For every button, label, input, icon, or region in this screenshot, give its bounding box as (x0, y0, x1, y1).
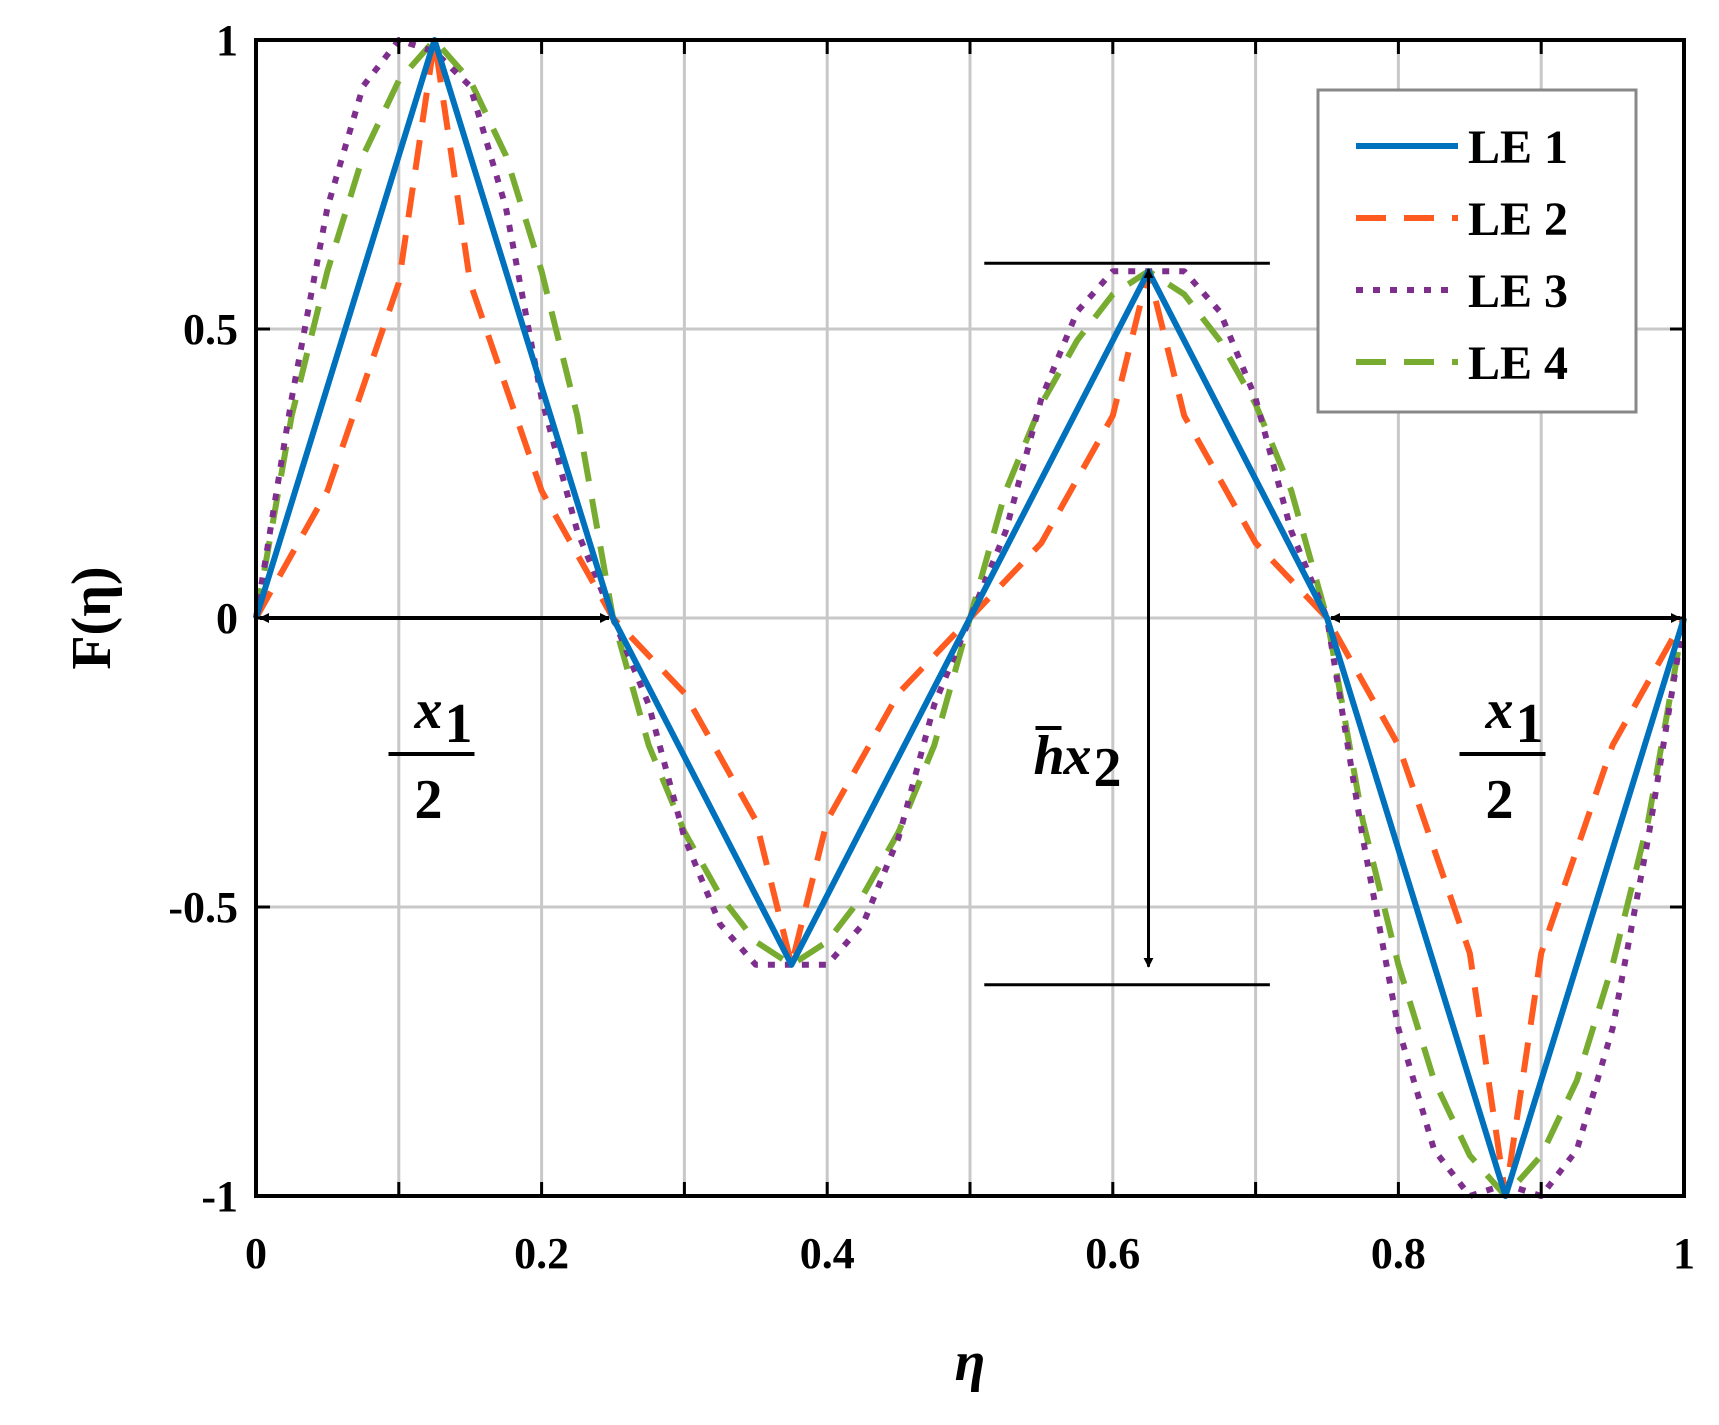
series-line-le-1 (253, 37, 1687, 1199)
tick-labels: 0 0.2 0.4 0.6 0.8 1 1 0.5 0 -0.5 -1 (168, 16, 1695, 1278)
y-tick-label: -1 (201, 1172, 238, 1221)
x-tick-label: 1 (1673, 1229, 1695, 1278)
legend: LE 1 LE 2 LE 3 LE 4 (1316, 88, 1638, 414)
x-tick-label: 0.8 (1371, 1229, 1426, 1278)
x-tick-label: 0.6 (1085, 1229, 1140, 1278)
y-tick-label: -0.5 (168, 883, 238, 932)
x-tick-label: 0.4 (800, 1229, 855, 1278)
legend-label: LE 2 (1468, 193, 1568, 246)
x-tick-label: 0.2 (514, 1229, 569, 1278)
x-tick-label: 0 (245, 1229, 267, 1278)
annotation-subscript: 1 (1516, 693, 1544, 755)
legend-label: LE 1 (1468, 121, 1568, 174)
annotation-numerator: x (414, 679, 443, 741)
annotation-denominator: 2 (415, 769, 443, 831)
y-tick-label: 0 (216, 594, 238, 643)
y-tick-label: 1 (216, 16, 238, 65)
annotation-main: x (1063, 725, 1092, 787)
series-group (253, 37, 1687, 1199)
legend-label: LE 3 (1468, 265, 1568, 318)
x-axis-label: η (955, 1331, 986, 1393)
annotation-subscript: 1 (445, 693, 473, 755)
y-tick-label: 0.5 (183, 305, 238, 354)
annotation-denominator: 2 (1486, 769, 1514, 831)
y-axis-label: F(η) (61, 566, 123, 669)
annotation-subscript: 2 (1094, 737, 1122, 799)
annotation-symbol: h (1034, 725, 1065, 787)
annotation-numerator: x (1485, 679, 1514, 741)
legend-label: LE 4 (1468, 337, 1568, 390)
